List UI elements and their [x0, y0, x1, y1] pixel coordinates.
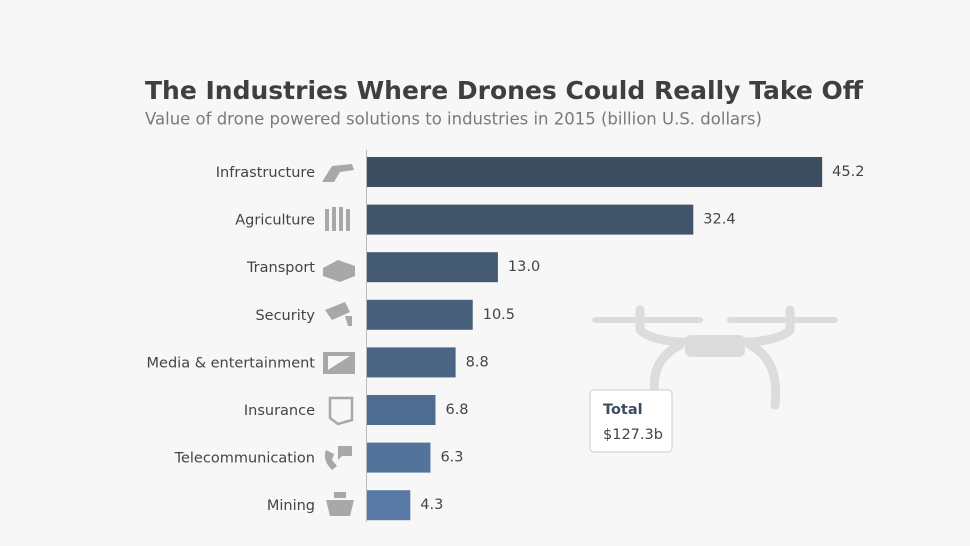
bar: [367, 347, 456, 378]
bar: [367, 395, 436, 425]
category-label: Insurance: [244, 403, 315, 419]
icon-media: [323, 352, 355, 374]
icon-security: [325, 302, 352, 326]
icons: [322, 164, 355, 516]
icon-mining: [326, 492, 354, 516]
category-label: Media & entertainment: [147, 355, 316, 371]
bar: [367, 442, 431, 473]
category-label: Transport: [246, 260, 315, 276]
icon-agriculture: [325, 207, 350, 231]
value-label: 6.8: [445, 402, 468, 418]
bar: [367, 490, 411, 521]
icon-transport: [323, 260, 355, 282]
icon-infrastructure: [322, 164, 354, 182]
icon-insurance: [328, 396, 354, 426]
value-label: 4.3: [420, 497, 443, 513]
bar: [367, 204, 694, 235]
bar: [367, 299, 473, 330]
bar: [367, 157, 823, 187]
drone-illustration: [592, 305, 838, 410]
value-label: 32.4: [703, 212, 735, 228]
chart-subtitle: Value of drone powered solutions to indu…: [145, 110, 762, 129]
value-label: 10.5: [483, 307, 515, 323]
category-label: Mining: [267, 498, 315, 514]
bar: [367, 252, 498, 283]
total-value: $127.3b: [603, 427, 663, 443]
category-label: Agriculture: [235, 213, 315, 229]
value-label: 13.0: [508, 259, 540, 275]
value-label: 6.3: [440, 450, 463, 466]
category-label: Infrastructure: [216, 165, 315, 181]
total-box: [589, 389, 673, 453]
category-label: Telecommunication: [174, 451, 315, 467]
chart-title: The Industries Where Drones Could Really…: [145, 76, 864, 105]
total-label: Total: [603, 402, 643, 418]
icon-telecom: [324, 446, 352, 470]
category-label: Security: [255, 308, 315, 324]
value-label: 8.8: [466, 354, 489, 370]
value-label: 45.2: [832, 164, 864, 180]
